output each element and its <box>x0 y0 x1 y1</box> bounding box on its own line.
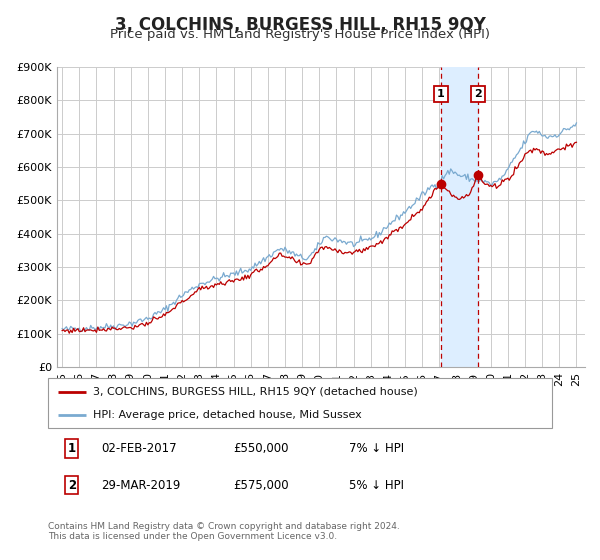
Text: 2: 2 <box>68 478 76 492</box>
Text: 5% ↓ HPI: 5% ↓ HPI <box>349 478 404 492</box>
Text: 2: 2 <box>474 89 482 99</box>
Bar <box>441 67 478 367</box>
Text: £575,000: £575,000 <box>233 478 289 492</box>
Text: 3, COLCHINS, BURGESS HILL, RH15 9QY: 3, COLCHINS, BURGESS HILL, RH15 9QY <box>115 16 485 34</box>
Text: 7% ↓ HPI: 7% ↓ HPI <box>349 442 404 455</box>
Text: 1: 1 <box>68 442 76 455</box>
Text: Contains HM Land Registry data © Crown copyright and database right 2024.
This d: Contains HM Land Registry data © Crown c… <box>48 522 400 542</box>
Text: Price paid vs. HM Land Registry's House Price Index (HPI): Price paid vs. HM Land Registry's House … <box>110 28 490 41</box>
Text: 02-FEB-2017: 02-FEB-2017 <box>101 442 176 455</box>
Text: HPI: Average price, detached house, Mid Sussex: HPI: Average price, detached house, Mid … <box>94 410 362 420</box>
Text: 1: 1 <box>437 89 445 99</box>
Text: 3, COLCHINS, BURGESS HILL, RH15 9QY (detached house): 3, COLCHINS, BURGESS HILL, RH15 9QY (det… <box>94 386 418 396</box>
Text: 29-MAR-2019: 29-MAR-2019 <box>101 478 180 492</box>
Text: £550,000: £550,000 <box>233 442 288 455</box>
FancyBboxPatch shape <box>48 378 552 428</box>
